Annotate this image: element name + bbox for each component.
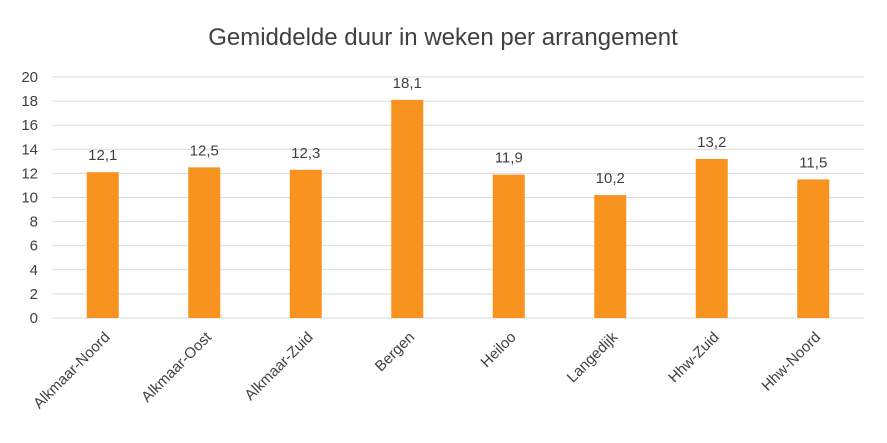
x-category-label: Langedijk bbox=[564, 328, 622, 386]
bar bbox=[188, 167, 221, 318]
bar bbox=[289, 169, 322, 318]
chart-title: Gemiddelde duur in weken per arrangement bbox=[208, 24, 678, 51]
x-category-label: Alkmaar-Zuid bbox=[241, 329, 316, 404]
bar bbox=[594, 195, 627, 318]
data-label: 18,1 bbox=[393, 75, 422, 92]
data-label: 11,9 bbox=[495, 150, 523, 167]
bar bbox=[492, 174, 525, 318]
bars bbox=[86, 99, 830, 319]
x-category-label: Hhw-Zuid bbox=[665, 329, 722, 386]
data-label: 10,2 bbox=[596, 170, 625, 187]
y-tick-label: 20 bbox=[21, 69, 38, 86]
y-axis-ticks: 0 2 4 6 8 10 12 14 16 18 20 bbox=[21, 69, 38, 327]
y-tick-label: 12 bbox=[21, 165, 38, 182]
bar bbox=[797, 179, 830, 318]
y-tick-label: 0 bbox=[30, 310, 38, 327]
y-tick-label: 14 bbox=[21, 141, 38, 158]
data-label: 12,5 bbox=[190, 142, 219, 159]
bar bbox=[391, 99, 424, 319]
y-tick-label: 4 bbox=[30, 262, 38, 279]
y-tick-label: 16 bbox=[21, 117, 38, 134]
y-tick-label: 8 bbox=[30, 214, 38, 231]
x-category-label: Bergen bbox=[372, 329, 418, 375]
y-tick-label: 6 bbox=[30, 238, 38, 255]
y-tick-label: 2 bbox=[30, 286, 38, 303]
x-category-label: Hhw-Noord bbox=[758, 329, 824, 395]
bar bbox=[695, 158, 728, 318]
data-label: 11,5 bbox=[799, 154, 827, 171]
y-tick-label: 10 bbox=[21, 190, 38, 207]
x-category-label: Alkmaar-Oost bbox=[138, 328, 215, 405]
bar bbox=[86, 172, 119, 318]
x-axis-categories: Alkmaar-Noord Alkmaar-Oost Alkmaar-Zuid Ber… bbox=[30, 328, 824, 412]
x-category-label: Heiloo bbox=[477, 329, 519, 371]
y-tick-label: 18 bbox=[21, 93, 38, 110]
x-category-label: Alkmaar-Noord bbox=[30, 329, 113, 412]
data-label: 12,3 bbox=[291, 145, 320, 162]
gridlines bbox=[52, 76, 864, 319]
data-label: 13,2 bbox=[697, 134, 726, 151]
data-labels: 12,1 12,5 12,3 18,1 11,9 10,2 13,2 11,5 bbox=[88, 75, 827, 187]
data-label: 12,1 bbox=[88, 147, 117, 164]
